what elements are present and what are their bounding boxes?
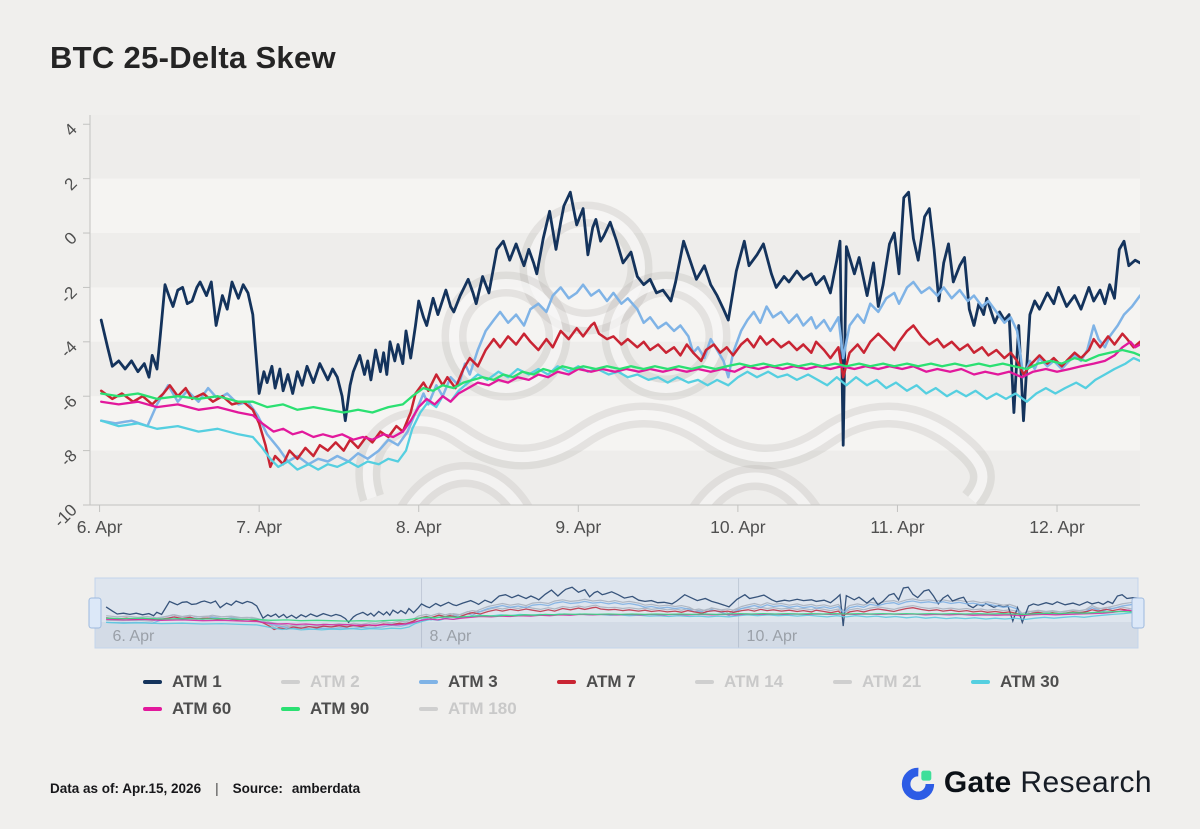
legend-item-atm-1[interactable]: ATM 1 — [143, 669, 281, 694]
footer-separator: | — [215, 781, 219, 796]
navigator-series-atm-90 — [106, 610, 1139, 622]
navigator-series-atm-3 — [106, 600, 1139, 630]
legend-label: ATM 60 — [172, 698, 232, 718]
legend-label: ATM 21 — [862, 671, 922, 691]
legend-label: ATM 30 — [1000, 671, 1060, 691]
y-axis-label: -4 — [57, 337, 81, 361]
y-axis-label: 0 — [61, 228, 81, 248]
y-axis-label: 4 — [61, 120, 81, 140]
series-atm-7 — [99, 321, 1140, 469]
legend-swatch-icon — [419, 706, 438, 711]
legend-item-atm-21[interactable]: ATM 21 — [833, 669, 971, 694]
legend-swatch-icon — [143, 706, 162, 711]
brand-logo: Gate Research — [899, 764, 1152, 802]
legend-swatch-icon — [143, 679, 162, 684]
legend-item-atm-14[interactable]: ATM 14 — [695, 669, 833, 694]
legend-label: ATM 14 — [724, 671, 784, 691]
data-as-of-text: Data as of: Apr.15, 2026 — [50, 781, 202, 796]
x-axis-label: 7. Apr — [236, 517, 282, 537]
navigator-left-handle[interactable] — [88, 597, 102, 629]
series-atm-1 — [99, 190, 1140, 447]
legend-label: ATM 180 — [448, 698, 517, 718]
legend-item-atm-30[interactable]: ATM 30 — [971, 669, 1109, 694]
amberdata-watermark-icon — [355, 201, 995, 505]
y-axis-label: -6 — [57, 392, 81, 416]
x-axis-label: 12. Apr — [1029, 517, 1085, 537]
legend-swatch-icon — [419, 679, 438, 684]
legend-item-atm-3[interactable]: ATM 3 — [419, 669, 557, 694]
legend-label: ATM 3 — [448, 671, 498, 691]
legend-item-atm-2[interactable]: ATM 2 — [281, 669, 419, 694]
navigator-series-atm-30 — [106, 612, 1139, 631]
brand-research-text: Research — [1020, 766, 1152, 799]
navigator-right-handle[interactable] — [1131, 597, 1145, 629]
source-value: amberdata — [291, 781, 361, 796]
x-axis-label: 6. Apr — [77, 517, 123, 537]
x-axis-label: 11. Apr — [870, 517, 924, 537]
legend-swatch-icon — [971, 679, 990, 684]
navigator-series-atm-7 — [106, 606, 1139, 631]
legend-item-atm-7[interactable]: ATM 7 — [557, 669, 695, 694]
legend-swatch-icon — [833, 679, 852, 684]
series-atm-90 — [100, 348, 1140, 414]
y-axis-label: 2 — [61, 174, 81, 194]
gate-logo-icon — [901, 767, 935, 801]
series-atm-60 — [100, 340, 1140, 441]
navigator-series-atm-1 — [105, 586, 1139, 627]
legend-label: ATM 7 — [586, 671, 636, 691]
legend-label: ATM 90 — [310, 698, 370, 718]
legend-item-atm-60[interactable]: ATM 60 — [143, 696, 281, 721]
navigator-axis-label: 6. Apr — [113, 628, 155, 645]
plot-band — [90, 115, 1140, 179]
navigator-selection-mask[interactable] — [94, 577, 1139, 649]
footer: Data as of: Apr.15, 2026 | Source: amber… — [50, 781, 360, 796]
legend-swatch-icon — [281, 706, 300, 711]
y-axis-label: -2 — [57, 283, 81, 307]
legend-label: ATM 2 — [310, 671, 360, 691]
legend-swatch-icon — [281, 679, 300, 684]
navigator[interactable]: 6. Apr 8. Apr 10. Apr — [88, 577, 1145, 649]
legend-label: ATM 1 — [172, 671, 222, 691]
navigator-track[interactable] — [94, 577, 1139, 649]
x-axis-label: 9. Apr — [555, 517, 601, 537]
legend: ATM 1 ATM 2 ATM 3 ATM 7 ATM 14 ATM 21 ATM 30 AT… — [143, 669, 1123, 721]
chart-title: BTC 25-Delta Skew — [50, 40, 336, 75]
navigator-ghost-series — [106, 604, 1139, 629]
plot-area[interactable] — [90, 115, 1140, 505]
x-axis-label: 8. Apr — [396, 517, 442, 537]
legend-item-atm-180[interactable]: ATM 180 — [419, 696, 557, 721]
series-atm-30 — [100, 356, 1140, 471]
navigator-axis-label: 8. Apr — [430, 628, 472, 645]
navigator-axis-label: 10. Apr — [747, 628, 798, 645]
brand-gate-text: Gate — [943, 766, 1012, 799]
source-label: Source: — [232, 781, 283, 796]
plot-band — [90, 450, 1140, 505]
legend-swatch-icon — [695, 679, 714, 684]
series-atm-3 — [99, 280, 1140, 466]
x-axis-label: 10. Apr — [710, 517, 766, 537]
y-axis-label: -8 — [57, 446, 81, 470]
legend-swatch-icon — [557, 679, 576, 684]
legend-item-atm-90[interactable]: ATM 90 — [281, 696, 419, 721]
